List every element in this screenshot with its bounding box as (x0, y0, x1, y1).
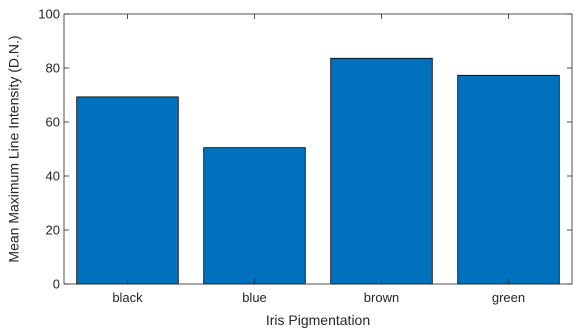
y-tick-label: 20 (46, 223, 60, 238)
axes-group (63, 13, 573, 285)
axes-box (63, 13, 573, 285)
bar-blue (203, 147, 306, 285)
bar-green (457, 74, 560, 285)
bars-group (76, 57, 560, 285)
x-tick-label-black: black (112, 290, 143, 305)
bar-black (76, 96, 179, 285)
x-tick-label-blue: blue (242, 290, 267, 305)
bar-brown (330, 57, 433, 285)
y-tick-label: 0 (53, 277, 60, 292)
x-tick-label-brown: brown (364, 290, 399, 305)
x-axis-label: Iris Pigmentation (266, 312, 370, 328)
y-tick-label: 60 (46, 115, 60, 130)
y-axis-label: Mean Maximum Line Intensity (D.N.) (6, 35, 22, 262)
x-tick-label-green: green (492, 290, 525, 305)
ticks-group: 0 20 40 60 80 100 black blue brown green (38, 7, 572, 305)
y-tick-label: 100 (38, 7, 60, 22)
y-tick-label: 40 (46, 169, 60, 184)
y-tick-label: 80 (46, 61, 60, 76)
